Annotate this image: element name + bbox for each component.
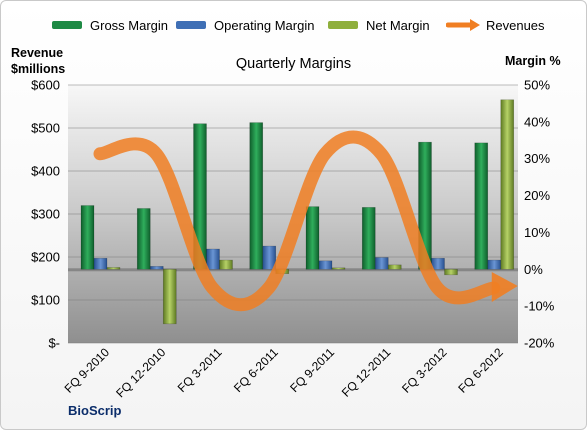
bar-net-margin: [387, 264, 402, 270]
y-right-tick-label: 10%: [524, 225, 550, 240]
bar-operating-margin: [487, 259, 502, 270]
bar-net-margin: [162, 268, 177, 325]
y-left-tick-label: $500: [31, 121, 60, 136]
revenue-arrowhead: [491, 271, 518, 302]
legend-item-net-margin: Net Margin: [328, 14, 430, 36]
y-left-tick-label: $-: [48, 336, 60, 351]
legend-swatch-operating-margin: [176, 21, 206, 29]
company-label: BioScrip: [68, 403, 122, 418]
legend-swatch-revenues: [446, 19, 480, 31]
bar-net-margin: [500, 99, 515, 270]
bar-gross-margin: [305, 206, 320, 270]
legend-label-operating-margin: Operating Margin: [214, 17, 315, 33]
y-axis-left-title-line2: $millions: [11, 62, 66, 76]
legend-item-operating-margin: Operating Margin: [176, 14, 314, 36]
bar-series: [68, 99, 518, 325]
bar-operating-margin: [431, 257, 445, 270]
y-left-tick-label: $100: [31, 293, 60, 308]
y-right-tick-label: 30%: [524, 151, 550, 166]
x-axis-ticks: FQ 9-2010 FQ 12-2010 FQ 3-2011 FQ 6-2011 FQ …: [62, 345, 506, 400]
y-left-tick-label: $400: [31, 164, 60, 179]
bar-gross-margin: [80, 205, 95, 270]
x-tick-label: FQ 12-2011: [339, 345, 394, 400]
bar-gross-margin: [474, 142, 489, 270]
legend-swatch-gross-margin: [52, 21, 82, 29]
y-axis-left-title-line1: Revenue: [11, 46, 64, 60]
y-axis-right-ticks: -20% -10% 0% 10% 20% 30% 40% 50%: [524, 78, 555, 351]
y-right-tick-label: 0%: [524, 262, 543, 277]
revenue-line-path: [93, 130, 501, 312]
y-right-tick-label: 40%: [524, 114, 550, 129]
bar-operating-margin: [374, 257, 389, 270]
y-left-tick-label: $200: [31, 250, 60, 265]
y-axis-left-ticks: $- $100 $200 $300 $400 $500 $600: [31, 78, 60, 351]
legend-label-gross-margin: Gross Margin: [90, 17, 169, 33]
y-axis-right-title: Margin %: [505, 54, 561, 68]
bar-net-margin: [219, 259, 233, 270]
x-tick-label: FQ 9-2011: [287, 345, 337, 395]
bar-gross-margin: [136, 208, 151, 270]
zero-floor: [68, 268, 518, 272]
bar-operating-margin: [206, 248, 220, 270]
y-right-tick-label: -10%: [524, 299, 555, 314]
y-left-tick-label: $300: [31, 207, 60, 222]
chart-title: Quarterly Margins: [235, 56, 352, 72]
bar-operating-margin: [262, 245, 277, 270]
x-tick-label: FQ 3-2012: [399, 345, 450, 396]
x-tick-label: FQ 9-2010: [62, 345, 113, 396]
y-right-tick-label: -20%: [524, 336, 555, 351]
x-tick-label: FQ 12-2010: [113, 345, 168, 400]
y-left-tick-label: $600: [31, 78, 60, 93]
bar-operating-margin: [93, 257, 108, 270]
legend: Gross Margin Operating Margin Net Margin…: [0, 14, 587, 38]
bar-net-margin: [444, 268, 458, 276]
legend-item-revenues: Revenues: [446, 14, 545, 36]
legend-label-net-margin: Net Margin: [366, 17, 430, 33]
y-axis-left-title: Revenue $millions: [11, 45, 65, 77]
legend-label-revenues: Revenues: [486, 17, 545, 33]
bar-operating-margin: [318, 260, 333, 270]
bar-operating-margin: [149, 266, 164, 270]
x-tick-label: FQ 6-2011: [231, 345, 281, 395]
revenue-line: [93, 130, 518, 312]
legend-item-gross-margin: Gross Margin: [52, 14, 168, 36]
y-right-tick-label: 50%: [524, 78, 550, 93]
bar-net-margin: [331, 267, 346, 270]
x-tick-label: FQ 6-2012: [455, 345, 506, 396]
bar-net-margin: [106, 267, 121, 270]
bar-gross-margin: [249, 122, 264, 270]
legend-swatch-net-margin: [328, 21, 358, 29]
y-right-tick-label: 20%: [524, 188, 550, 203]
x-tick-label: FQ 3-2011: [175, 345, 225, 395]
bar-gross-margin: [361, 207, 376, 270]
